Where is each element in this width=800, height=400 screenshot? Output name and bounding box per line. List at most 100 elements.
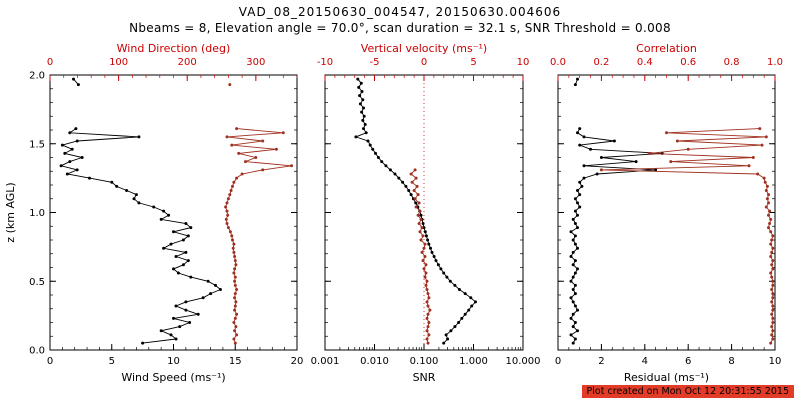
data-point (770, 263, 774, 267)
data-point (358, 94, 362, 98)
x-axis-title-residual: Residual (ms⁻¹) (624, 371, 709, 384)
data-point (174, 255, 178, 258)
data-point (159, 329, 163, 333)
data-point (612, 139, 616, 143)
data-point (224, 217, 228, 221)
data-point (453, 325, 457, 329)
data-point (75, 139, 79, 143)
data-point (576, 246, 579, 250)
data-point (599, 168, 603, 172)
data-point (573, 222, 577, 225)
data-point (76, 83, 80, 87)
data-point (432, 255, 436, 258)
data-point (65, 172, 69, 176)
data-point (230, 143, 234, 147)
data-point (412, 189, 416, 192)
series-line (226, 85, 292, 344)
data-point (771, 296, 775, 300)
data-point (420, 226, 424, 230)
data-point (228, 83, 232, 87)
data-point (159, 217, 163, 221)
data-point (573, 283, 577, 287)
data-point (60, 143, 64, 147)
data-point (226, 213, 230, 217)
data-point (235, 333, 239, 337)
data-point (228, 230, 232, 234)
data-point (226, 226, 230, 230)
top-tick-label: 0.6 (680, 57, 696, 68)
data-point (569, 255, 573, 258)
data-point (442, 271, 446, 275)
y-tick-label: 0.0 (29, 346, 45, 357)
data-point (233, 316, 237, 320)
x-axis-title-wind_speed: Wind Speed (ms⁻¹) (121, 371, 225, 384)
data-point (360, 110, 364, 114)
data-point (235, 288, 239, 291)
data-point (174, 304, 178, 308)
data-point (162, 246, 166, 250)
data-point (421, 222, 425, 225)
data-point (573, 271, 577, 275)
data-point (137, 135, 141, 139)
data-point (172, 316, 175, 320)
data-point (290, 164, 293, 168)
top-tick-label: 0.0 (550, 57, 566, 68)
data-point (125, 189, 129, 192)
data-point (771, 304, 775, 308)
data-point (181, 263, 185, 267)
data-point (573, 259, 577, 263)
data-point (771, 337, 775, 341)
top-tick-label: 5 (470, 57, 476, 68)
data-point (234, 263, 238, 267)
data-point (63, 151, 67, 155)
data-point (771, 292, 775, 296)
data-point (425, 288, 429, 291)
data-point (580, 184, 584, 188)
data-point (769, 341, 773, 345)
data-point (439, 267, 443, 271)
data-point (769, 230, 773, 234)
data-point (419, 217, 423, 221)
data-point (374, 151, 377, 155)
data-point (229, 189, 233, 192)
data-point (359, 81, 363, 85)
data-point (413, 197, 417, 201)
data-point (771, 316, 775, 320)
x-tick-label: 10 (167, 356, 180, 367)
data-point (384, 164, 388, 168)
data-point (425, 279, 429, 283)
data-point (162, 209, 166, 213)
data-point (244, 160, 247, 164)
data-point (751, 156, 755, 159)
data-point (434, 259, 438, 263)
data-point (669, 160, 673, 164)
data-point (414, 205, 418, 209)
data-point (449, 329, 453, 333)
data-point (206, 279, 210, 283)
data-point (174, 337, 178, 341)
data-point (430, 250, 434, 254)
data-point (463, 312, 467, 316)
data-point (228, 193, 232, 197)
data-point (573, 304, 577, 308)
data-point (444, 333, 448, 337)
x-tick-label: 5 (109, 356, 115, 367)
data-point (409, 172, 413, 176)
data-point (371, 147, 375, 151)
data-point (634, 160, 638, 164)
data-point (771, 321, 775, 324)
top-tick-label: 300 (246, 57, 265, 68)
data-point (184, 308, 188, 312)
data-point (467, 308, 471, 312)
data-point (771, 259, 775, 263)
data-point (576, 308, 579, 312)
data-point (769, 271, 773, 275)
data-point (240, 172, 244, 176)
data-point (420, 250, 424, 254)
data-point (137, 201, 141, 205)
top-tick-label: 0.4 (637, 57, 653, 68)
data-point (233, 255, 237, 258)
data-point (771, 329, 775, 333)
top-tick-label: 100 (109, 57, 128, 68)
